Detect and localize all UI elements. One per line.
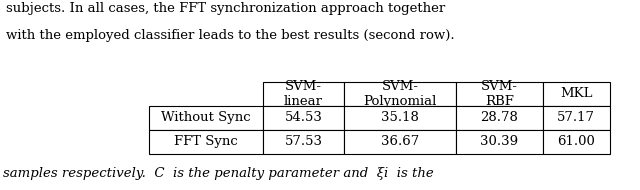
Text: with the employed classifier leads to the best results (second row).: with the employed classifier leads to th… [6, 29, 455, 42]
Text: subjects. In all cases, the FFT synchronization approach together: subjects. In all cases, the FFT synchron… [6, 2, 445, 15]
Text: samples respectively.  C  is the penalty parameter and  ξi  is the: samples respectively. C is the penalty p… [3, 167, 434, 180]
